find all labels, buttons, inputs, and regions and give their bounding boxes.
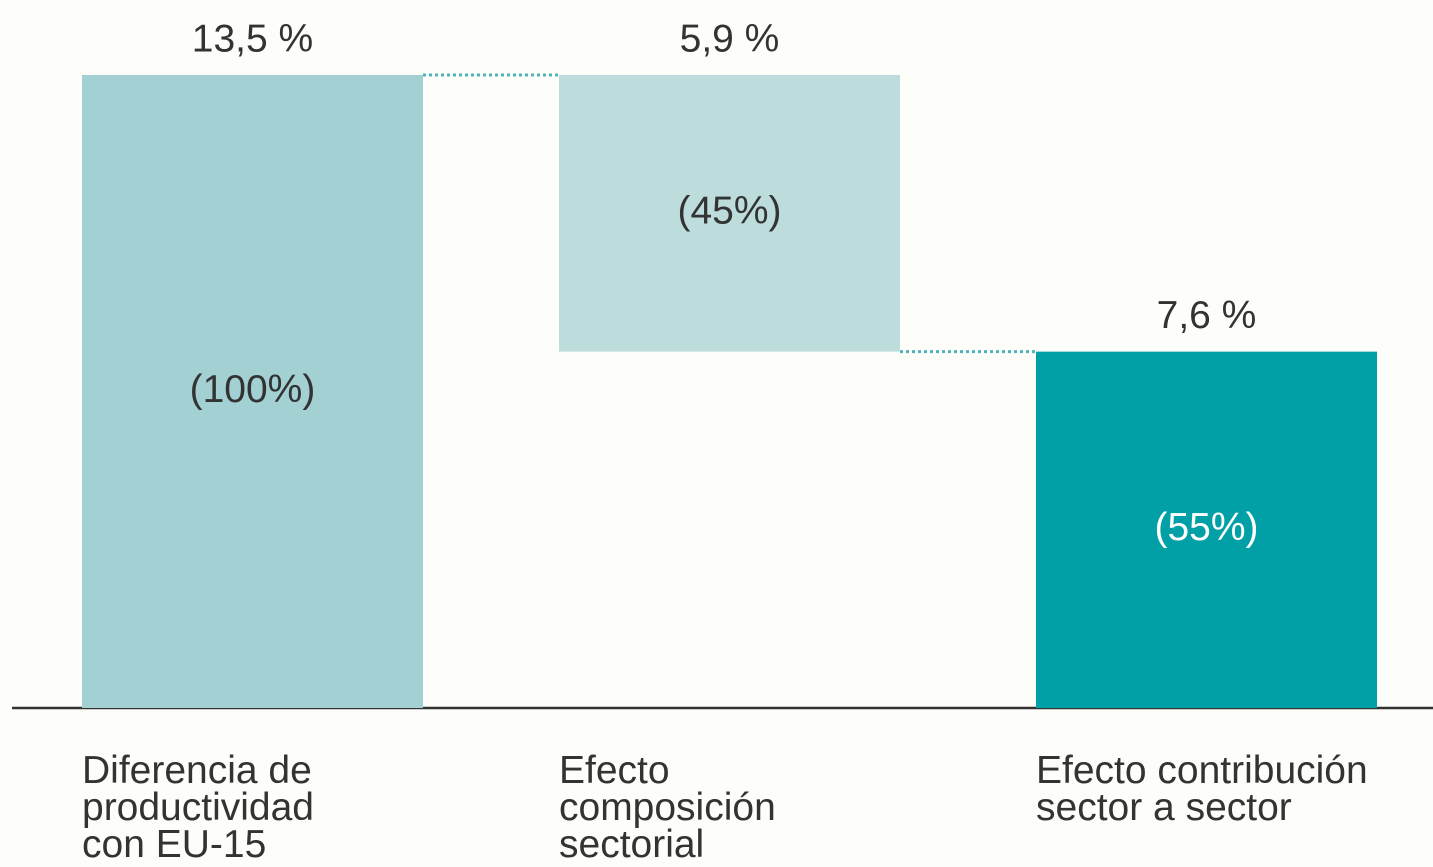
share-label: (100%) xyxy=(190,368,316,411)
value-label: 5,9 % xyxy=(680,17,780,60)
share-label: (55%) xyxy=(1154,506,1258,549)
category-label: Efecto contribución sector a sector xyxy=(1036,749,1368,829)
category-label: Diferencia de productividad con EU-15 xyxy=(82,749,314,866)
value-label: 7,6 % xyxy=(1157,294,1257,337)
category-label: Efecto composición sectorial xyxy=(559,749,776,866)
value-label: 13,5 % xyxy=(192,17,313,60)
share-label: (45%) xyxy=(677,190,781,233)
bar xyxy=(82,75,423,708)
bar xyxy=(559,75,900,352)
bar xyxy=(1036,351,1377,708)
